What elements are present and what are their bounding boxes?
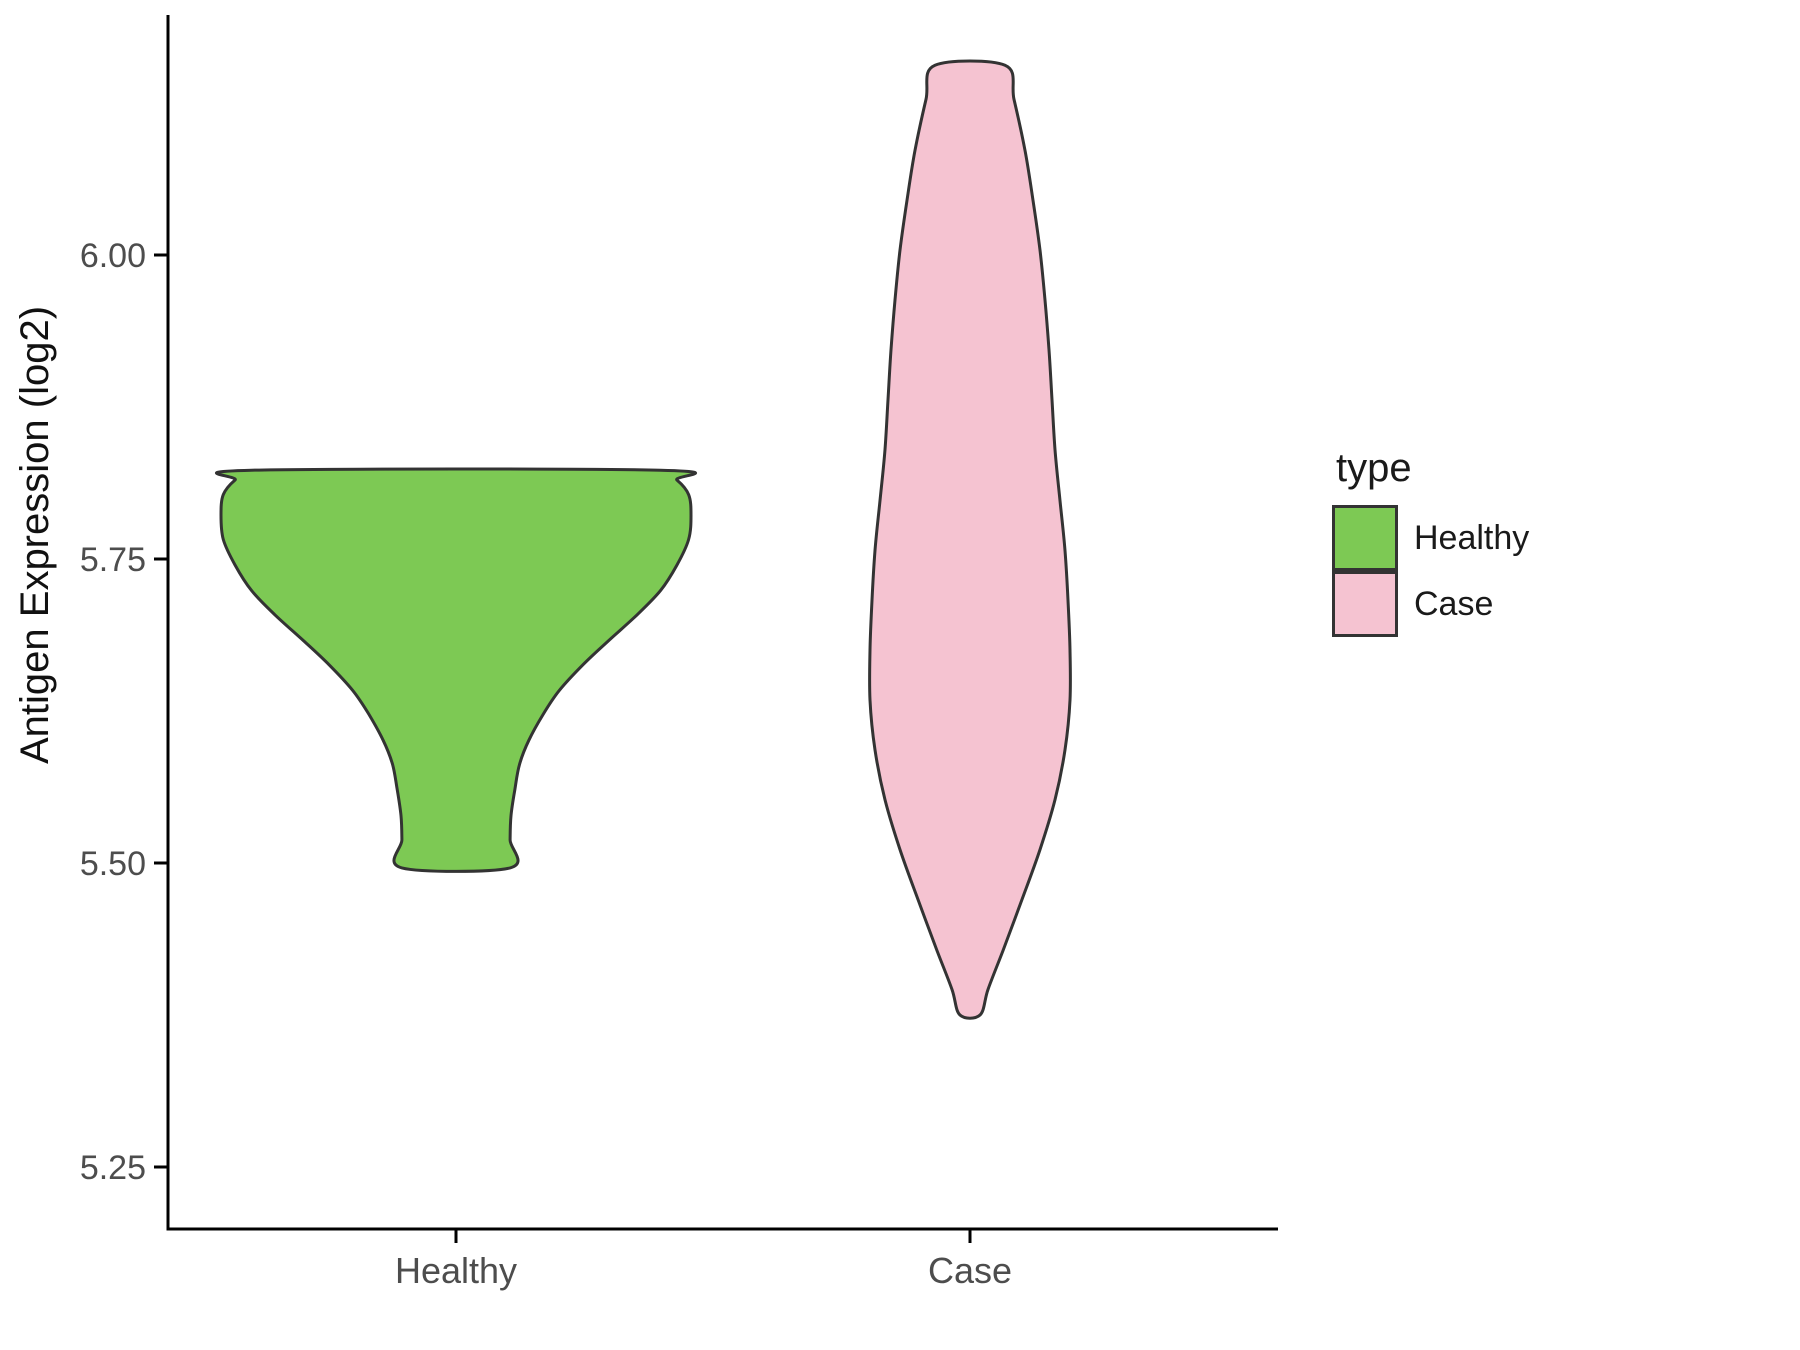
y-tick-label-5-25: 5.25	[80, 1149, 146, 1187]
x-category-label-case: Case	[928, 1250, 1012, 1291]
legend-entry-healthy: Healthy	[1332, 505, 1529, 571]
legend-title: type	[1336, 446, 1412, 490]
legend-swatch-healthy-icon	[1332, 505, 1398, 571]
y-axis-title: Antigen Expression (log2)	[13, 306, 57, 764]
violins-group	[215, 59, 1072, 1020]
y-tick-label-5-50: 5.50	[80, 845, 146, 883]
x-category-label-healthy: Healthy	[395, 1250, 517, 1291]
legend-swatch-healthy-rect	[1332, 505, 1398, 571]
y-tick-label-5-75: 5.75	[80, 541, 146, 579]
y-tick-label-6-00: 6.00	[80, 237, 146, 275]
violin-case	[868, 59, 1072, 1020]
legend-label-case: Case	[1414, 584, 1494, 623]
legend: type Healthy Case	[1332, 446, 1529, 637]
legend-label-healthy: Healthy	[1414, 518, 1530, 557]
violin-healthy	[215, 467, 697, 873]
legend-swatch-case-rect	[1332, 571, 1398, 637]
legend-swatch-case-icon	[1332, 571, 1398, 637]
legend-entry-case: Case	[1332, 571, 1529, 637]
